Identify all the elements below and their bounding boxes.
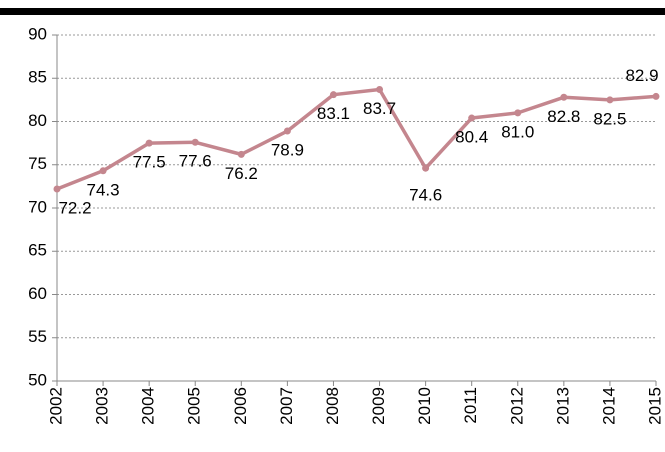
line [56,87,657,191]
x-tick-label: 2011 [461,387,480,424]
x-tick-label: 2009 [369,387,388,425]
y-tick-label: 80 [28,111,47,130]
data-label: 74.6 [409,186,442,205]
x-tick-label: 2007 [277,387,296,425]
x-tick-label: 2010 [415,387,434,425]
y-tick-label: 60 [28,284,47,303]
point [145,139,153,147]
data-label: 82.9 [625,66,658,85]
x-tick-label: 2004 [139,387,158,425]
data-label: 77.6 [179,152,212,171]
x-tick-label: 2005 [185,387,204,425]
data-label: 74.3 [87,180,120,199]
point [560,93,568,101]
point [99,167,107,175]
data-label: 77.5 [133,153,166,172]
data-label: 80.4 [455,128,488,147]
y-tick-label: 75 [28,154,47,173]
y-tick-label: 85 [28,68,47,87]
point [283,127,291,135]
x-tick-label: 2008 [323,387,342,425]
data-label: 82.5 [593,109,626,128]
point [422,164,430,172]
point [329,91,337,99]
y-tick-label: 55 [28,327,47,346]
data-label: 82.8 [547,107,580,126]
x-tick-label: 2014 [599,387,618,425]
data-label: 76.2 [225,164,258,183]
point [53,185,61,193]
point [652,92,660,100]
point [514,109,522,117]
data-label: 81.0 [501,122,534,141]
point [376,85,384,93]
x-tick-label: 2012 [507,387,526,425]
y-tick-label: 65 [28,241,47,260]
x-tick-label: 2002 [46,387,65,425]
data-label: 83.1 [317,104,350,123]
point [468,114,476,122]
x-tick-label: 2013 [553,387,572,425]
data-label: 72.2 [58,198,91,217]
data-label: 78.9 [271,140,304,159]
point [606,96,614,104]
x-tick-label: 2003 [93,387,112,425]
top-bar [0,8,665,15]
x-tick-label: 2015 [645,387,664,425]
y-tick-label: 50 [28,370,47,389]
point [191,138,199,146]
y-tick-label: 70 [28,197,47,216]
x-tick-label: 2006 [231,387,250,425]
point [237,150,245,158]
y-tick-label: 90 [28,24,47,43]
data-label: 83.7 [363,99,396,118]
